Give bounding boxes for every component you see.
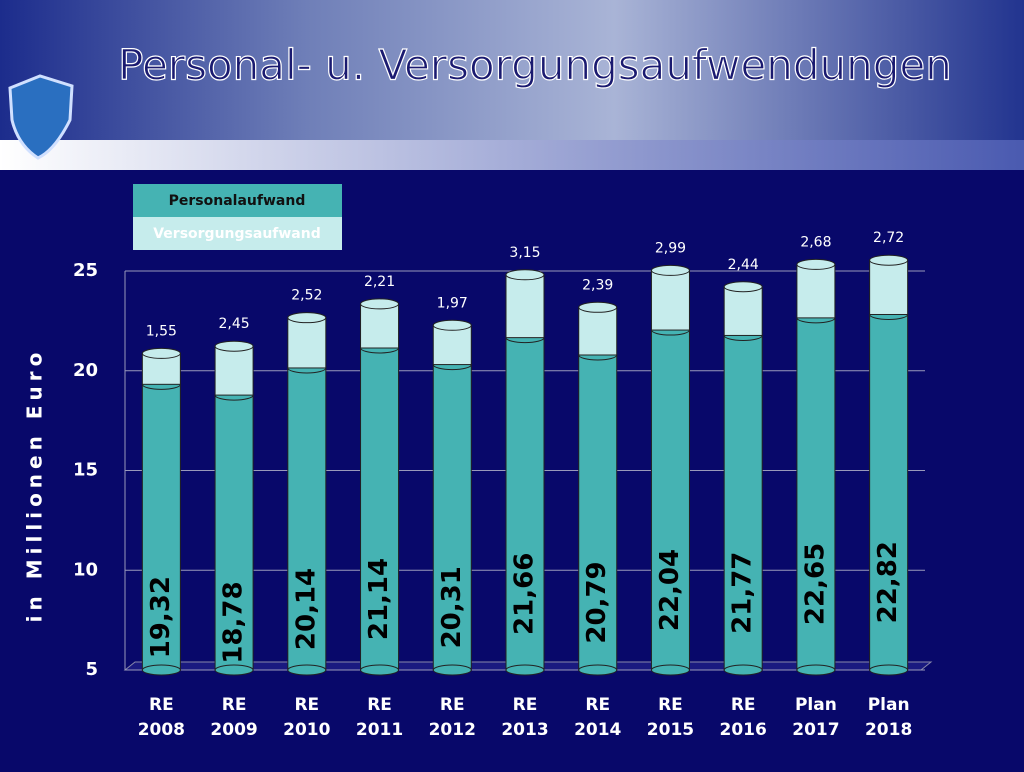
value-label: 2,45 (219, 316, 250, 332)
legend-label: Personalaufwand (169, 193, 306, 209)
bar (650, 329, 690, 671)
bar (723, 286, 763, 336)
bar-base (141, 664, 181, 676)
value-label: 20,31 (437, 566, 467, 648)
legend-label: Versorgungsaufwand (153, 226, 321, 242)
legend-swatch (133, 184, 342, 217)
bar-cap (360, 298, 400, 310)
value-label: 2,44 (728, 257, 759, 273)
bar-cap (141, 347, 181, 359)
bar (141, 383, 181, 671)
bar (214, 345, 254, 396)
x-tick-label: RE 2009 (210, 695, 257, 740)
bar (287, 317, 327, 369)
bar-base (360, 664, 400, 676)
x-tick-label: RE 2016 (720, 695, 767, 740)
bar (360, 303, 400, 349)
value-label: 2,21 (364, 274, 395, 290)
bar-base (287, 664, 327, 676)
bar (796, 263, 836, 319)
value-label: 19,32 (146, 576, 176, 658)
bar-cap (723, 281, 763, 293)
bar-cap (869, 254, 909, 266)
header-banner (0, 0, 1024, 140)
value-label: 2,68 (800, 234, 831, 250)
bar-cap (505, 269, 545, 281)
value-label: 20,79 (582, 561, 612, 643)
value-label: 2,52 (291, 288, 322, 304)
bar (287, 367, 327, 671)
bar (432, 324, 472, 366)
bar (505, 337, 545, 671)
x-tick-label: RE 2014 (574, 695, 621, 740)
x-tick-label: Plan 2018 (865, 695, 912, 740)
x-tick-label: RE 2013 (501, 695, 548, 740)
value-label: 1,97 (437, 295, 468, 311)
value-label: 1,55 (146, 323, 177, 339)
value-label: 18,78 (219, 581, 249, 663)
legend-swatch (133, 217, 342, 250)
value-label: 22,65 (800, 543, 830, 625)
value-label: 3,15 (509, 245, 540, 261)
x-tick-label: Plan 2017 (792, 695, 839, 740)
value-label: 2,39 (582, 277, 613, 293)
bar-base (578, 664, 618, 676)
bar (869, 259, 909, 315)
bar-cap (287, 312, 327, 324)
bar-base (432, 664, 472, 676)
bar-cap (796, 258, 836, 270)
bar (432, 364, 472, 671)
bar (578, 354, 618, 671)
bar (796, 317, 836, 671)
value-label: 2,72 (873, 230, 904, 246)
x-tick-label: RE 2015 (647, 695, 694, 740)
y-tick-label: 5 (85, 659, 98, 680)
bar-base (796, 664, 836, 676)
value-label: 2,99 (655, 240, 686, 256)
x-tick-label: RE 2011 (356, 695, 403, 740)
x-tick-label: RE 2008 (138, 695, 185, 740)
logo (8, 74, 74, 160)
bar-base (214, 664, 254, 676)
bar (869, 313, 909, 671)
chart-title: Personal- u. Versorgungsaufwendungen (118, 41, 952, 90)
y-axis-label: in Millionen Euro (23, 348, 47, 623)
y-tick-label: 20 (73, 360, 98, 381)
y-tick-label: 10 (73, 559, 98, 580)
y-tick-label: 15 (73, 460, 98, 481)
header-band (0, 140, 1024, 170)
value-label: 21,77 (728, 552, 758, 634)
bar (723, 334, 763, 671)
bar-cap (578, 301, 618, 313)
bar-cap (650, 264, 690, 276)
value-label: 21,66 (510, 553, 540, 635)
x-tick-label: RE 2010 (283, 695, 330, 740)
bar-base (723, 664, 763, 676)
value-label: 22,82 (873, 541, 903, 623)
x-tick-label: RE 2012 (429, 695, 476, 740)
bar-base (505, 664, 545, 676)
bar (578, 306, 618, 356)
bar-cap (214, 340, 254, 352)
value-label: 21,14 (364, 558, 394, 640)
y-tick-label: 25 (73, 260, 98, 281)
value-label: 20,14 (291, 568, 321, 650)
bar-base (650, 664, 690, 676)
bar-cap (432, 319, 472, 331)
bar (650, 269, 690, 331)
value-label: 22,04 (655, 549, 685, 631)
bar (505, 274, 545, 339)
bar-base (869, 664, 909, 676)
